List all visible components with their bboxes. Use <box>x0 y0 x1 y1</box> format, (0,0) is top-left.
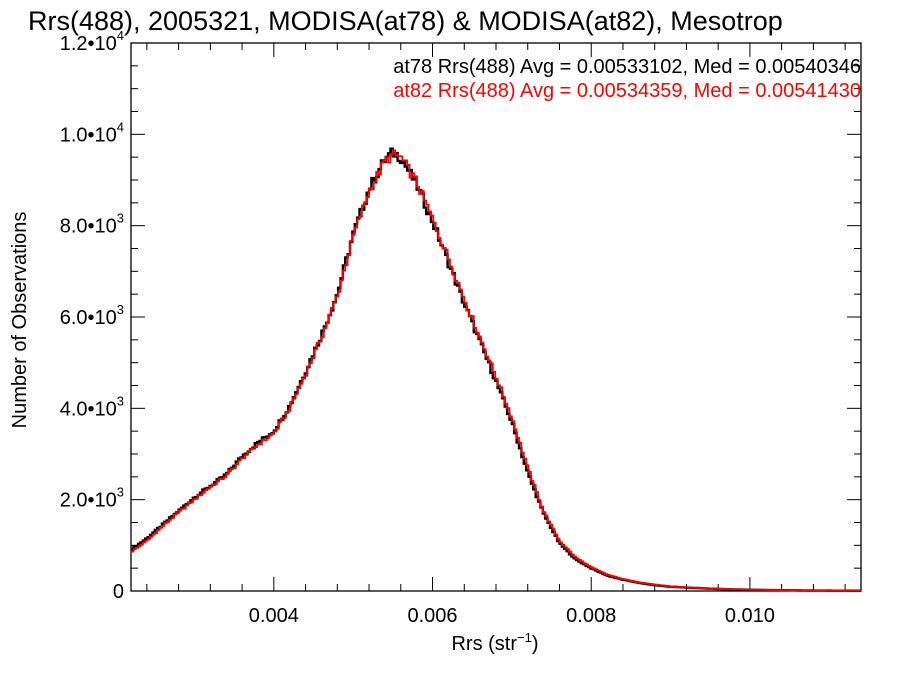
x-tick-label: 0.004 <box>249 605 299 627</box>
y-tick-exponent: 3 <box>117 302 124 317</box>
y-tick-mantissa: 8.0•10 <box>60 216 117 238</box>
y-axis-label: Number of Observations <box>9 212 31 429</box>
x-axis-label: Rrs (str−1) <box>451 630 538 655</box>
x-tick-label: 0.008 <box>566 605 616 627</box>
y-tick-label: 0 <box>113 581 124 603</box>
y-tick-mantissa: 1.0•10 <box>60 124 117 146</box>
chart-title: Rrs(488), 2005321, MODISA(at78) & MODISA… <box>28 6 783 36</box>
y-tick-exponent: 3 <box>117 485 124 500</box>
y-tick-label: 6.0•103 <box>60 302 124 329</box>
y-tick-mantissa: 4.0•10 <box>60 398 117 420</box>
y-tick-labels: 02.0•1034.0•1036.0•1038.0•1031.0•1041.2•… <box>60 28 124 603</box>
y-tick-exponent: 4 <box>117 28 124 43</box>
x-axis-label-tail: ) <box>532 633 539 655</box>
x-tick-label: 0.006 <box>407 605 457 627</box>
x-axis-label-sup: −1 <box>517 630 532 645</box>
y-tick-label: 8.0•103 <box>60 211 124 238</box>
x-tick-labels: 0.004 0.006 0.008 0.010 <box>249 605 775 627</box>
y-tick-label: 2.0•103 <box>60 485 124 512</box>
y-tick-exponent: 3 <box>117 211 124 226</box>
y-tick-exponent: 4 <box>117 119 124 134</box>
series-line-at82 <box>131 149 861 592</box>
plot-area <box>130 42 862 592</box>
y-tick-mantissa: 6.0•10 <box>60 307 117 329</box>
axis-ticks <box>131 42 861 592</box>
y-tick-label: 1.2•104 <box>60 28 124 55</box>
legend: at78 Rrs(488) Avg = 0.00533102, Med = 0.… <box>393 56 861 102</box>
x-tick-label: 0.010 <box>725 605 775 627</box>
y-tick-label: 4.0•103 <box>60 393 124 420</box>
x-axis-label-main: Rrs (str <box>451 633 517 655</box>
y-tick-label: 1.0•104 <box>60 119 124 146</box>
series-layer <box>131 147 861 592</box>
y-tick-exponent: 3 <box>117 393 124 408</box>
legend-entry-at78: at78 Rrs(488) Avg = 0.00533102, Med = 0.… <box>393 56 861 78</box>
y-tick-mantissa: 1.2•10 <box>60 33 117 55</box>
legend-entry-at82: at82 Rrs(488) Avg = 0.00534359, Med = 0.… <box>393 80 861 102</box>
y-tick-mantissa: 0 <box>113 581 124 603</box>
y-tick-mantissa: 2.0•10 <box>60 490 117 512</box>
